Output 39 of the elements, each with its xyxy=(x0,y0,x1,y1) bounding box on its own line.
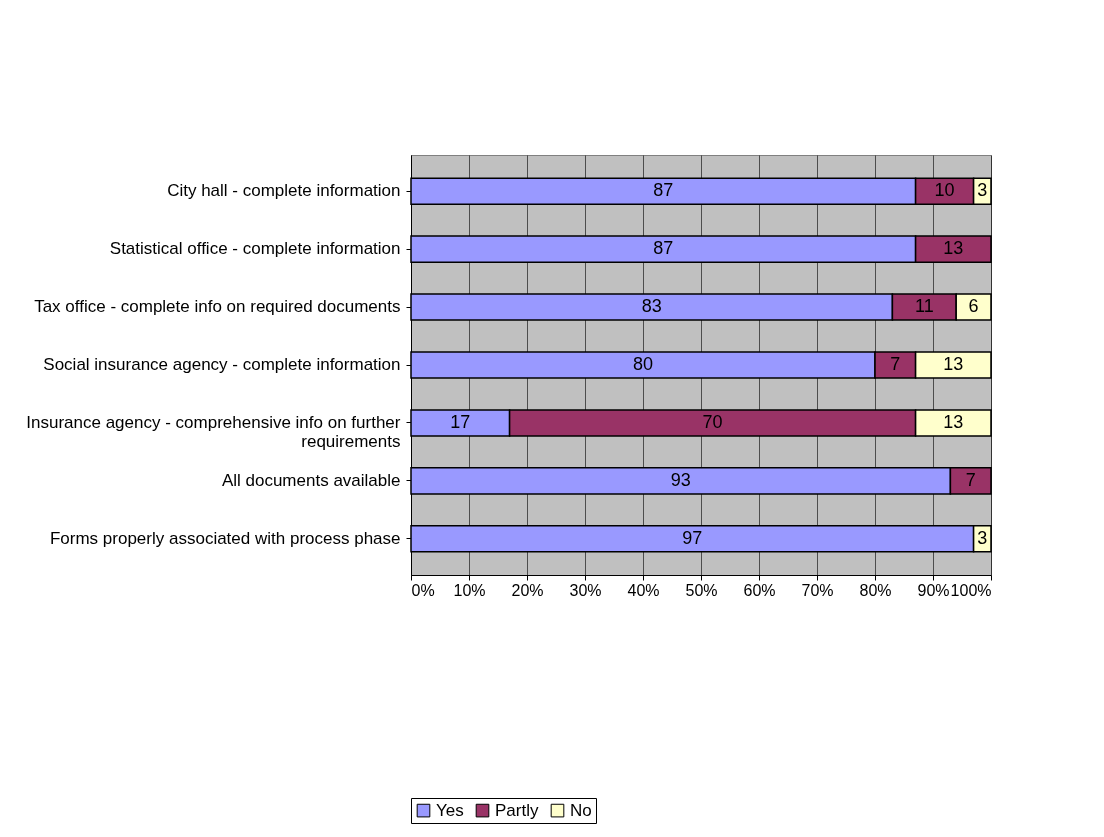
data-label: 7 xyxy=(965,469,976,490)
y-tick-label: Statistical office - complete information xyxy=(109,239,401,259)
data-label: 97 xyxy=(682,527,703,548)
data-label: 83 xyxy=(641,296,662,317)
y-tick-label: All documents available xyxy=(221,470,401,490)
data-label: 87 xyxy=(653,180,674,201)
data-label: 80 xyxy=(632,354,654,374)
data-label: 3 xyxy=(977,180,988,201)
data-label: 3 xyxy=(977,527,988,548)
data-label: 70 xyxy=(702,411,723,432)
y-tick-label: Tax office - complete info on required documents xyxy=(34,297,401,317)
x-tick-label: 50% xyxy=(685,581,718,599)
data-label: 13 xyxy=(943,238,964,259)
data-label: 93 xyxy=(670,469,691,490)
x-tick-label: 10% xyxy=(453,581,486,599)
y-tick-label: City hall - complete information xyxy=(167,181,401,201)
legend-label: Partly xyxy=(495,800,539,820)
x-tick-label: 40% xyxy=(627,581,660,599)
legend-label: No xyxy=(570,800,592,820)
data-label: 10 xyxy=(934,180,955,201)
x-tick-label: 90% xyxy=(917,581,950,599)
x-tick-label: 100% xyxy=(950,581,992,599)
data-label: 17 xyxy=(450,411,471,432)
x-tick-label: 60% xyxy=(743,581,776,599)
x-tick-label: 30% xyxy=(569,581,602,599)
x-tick-label: 0% xyxy=(411,581,435,599)
data-label: 11 xyxy=(914,296,934,317)
data-label: 87 xyxy=(653,238,674,259)
data-label: 7 xyxy=(890,354,901,374)
y-tick-label: Insurance agency - comprehensive info on further requirements xyxy=(26,412,401,451)
data-label: 6 xyxy=(968,296,979,317)
x-tick-label: 20% xyxy=(511,581,544,599)
legend-label: Yes xyxy=(436,800,464,820)
data-label: 13 xyxy=(943,354,964,374)
y-tick-label: Social insurance agency - complete information xyxy=(43,355,401,374)
y-tick-label: Forms properly associated with process phase xyxy=(49,528,401,548)
x-tick-label: 70% xyxy=(801,581,834,599)
x-tick-label: 80% xyxy=(859,581,892,599)
data-label: 13 xyxy=(943,411,964,432)
